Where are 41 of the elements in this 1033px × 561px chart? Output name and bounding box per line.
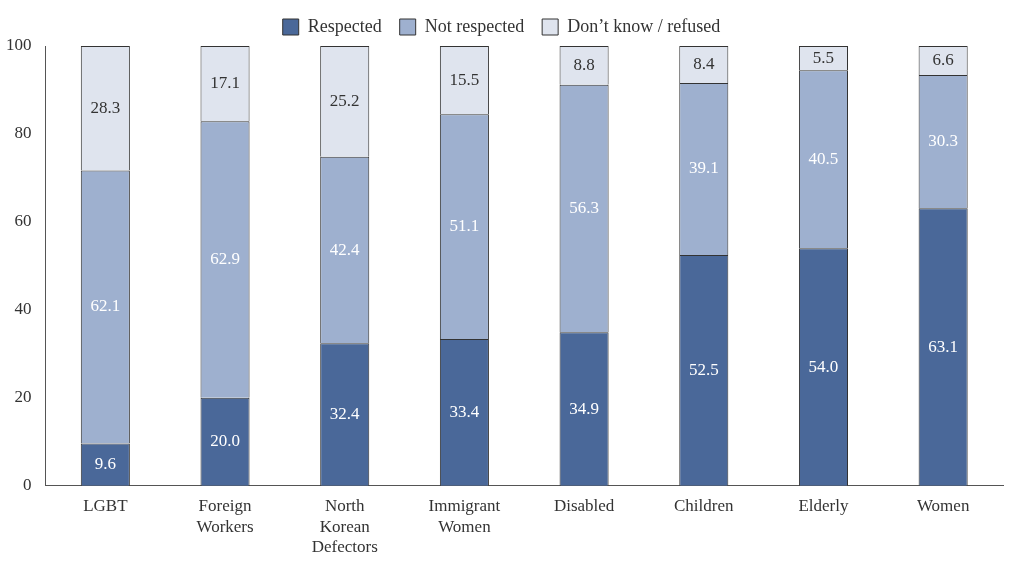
data-label: 62.1 bbox=[90, 296, 121, 316]
x-tick-label: North Korean Defectors bbox=[311, 496, 378, 557]
data-label: 28.3 bbox=[90, 97, 121, 117]
data-label: 9.6 bbox=[94, 454, 116, 474]
y-tick-label: 40 bbox=[14, 299, 32, 319]
data-label: 25.2 bbox=[329, 90, 360, 110]
data-label: 52.5 bbox=[688, 359, 719, 379]
data-label: 63.1 bbox=[928, 336, 959, 356]
x-tick-label: Foreign Workers bbox=[196, 496, 254, 536]
data-label: 51.1 bbox=[449, 216, 480, 236]
x-tick-label: Disabled bbox=[553, 496, 615, 516]
data-label: 20.0 bbox=[210, 431, 240, 451]
x-tick-label: LGBT bbox=[83, 496, 129, 516]
y-tick-label: 80 bbox=[14, 123, 32, 143]
data-label: 34.9 bbox=[569, 398, 599, 418]
y-tick-label: 0 bbox=[23, 475, 32, 495]
data-label: 33.4 bbox=[449, 401, 480, 421]
data-label: 6.6 bbox=[932, 49, 954, 69]
data-label: 40.5 bbox=[808, 148, 839, 168]
x-tick-label: Elderly bbox=[798, 496, 849, 516]
legend-label: Not respected bbox=[424, 15, 525, 36]
y-tick-label: 60 bbox=[14, 211, 32, 231]
data-label: 54.0 bbox=[808, 356, 839, 376]
x-tick-label: Children bbox=[674, 496, 735, 516]
legend-label: Don’t know / refused bbox=[567, 15, 721, 36]
y-tick-label: 20 bbox=[14, 387, 32, 407]
legend-label: Respected bbox=[307, 15, 382, 36]
data-label: 30.3 bbox=[928, 131, 959, 151]
data-label: 56.3 bbox=[569, 197, 599, 217]
data-label: 8.4 bbox=[693, 53, 715, 73]
data-label: 17.1 bbox=[210, 73, 240, 93]
data-label: 32.4 bbox=[329, 404, 361, 424]
data-label: 39.1 bbox=[688, 158, 719, 178]
data-label: 42.4 bbox=[329, 239, 361, 259]
data-label: 5.5 bbox=[812, 47, 835, 67]
x-tick-label: Immigrant Women bbox=[428, 496, 501, 536]
data-label: 8.8 bbox=[573, 54, 595, 74]
y-tick-label: 100 bbox=[6, 35, 32, 55]
data-label: 15.5 bbox=[449, 69, 480, 89]
data-label: 62.9 bbox=[210, 248, 240, 268]
x-tick-label: Women bbox=[916, 496, 970, 516]
